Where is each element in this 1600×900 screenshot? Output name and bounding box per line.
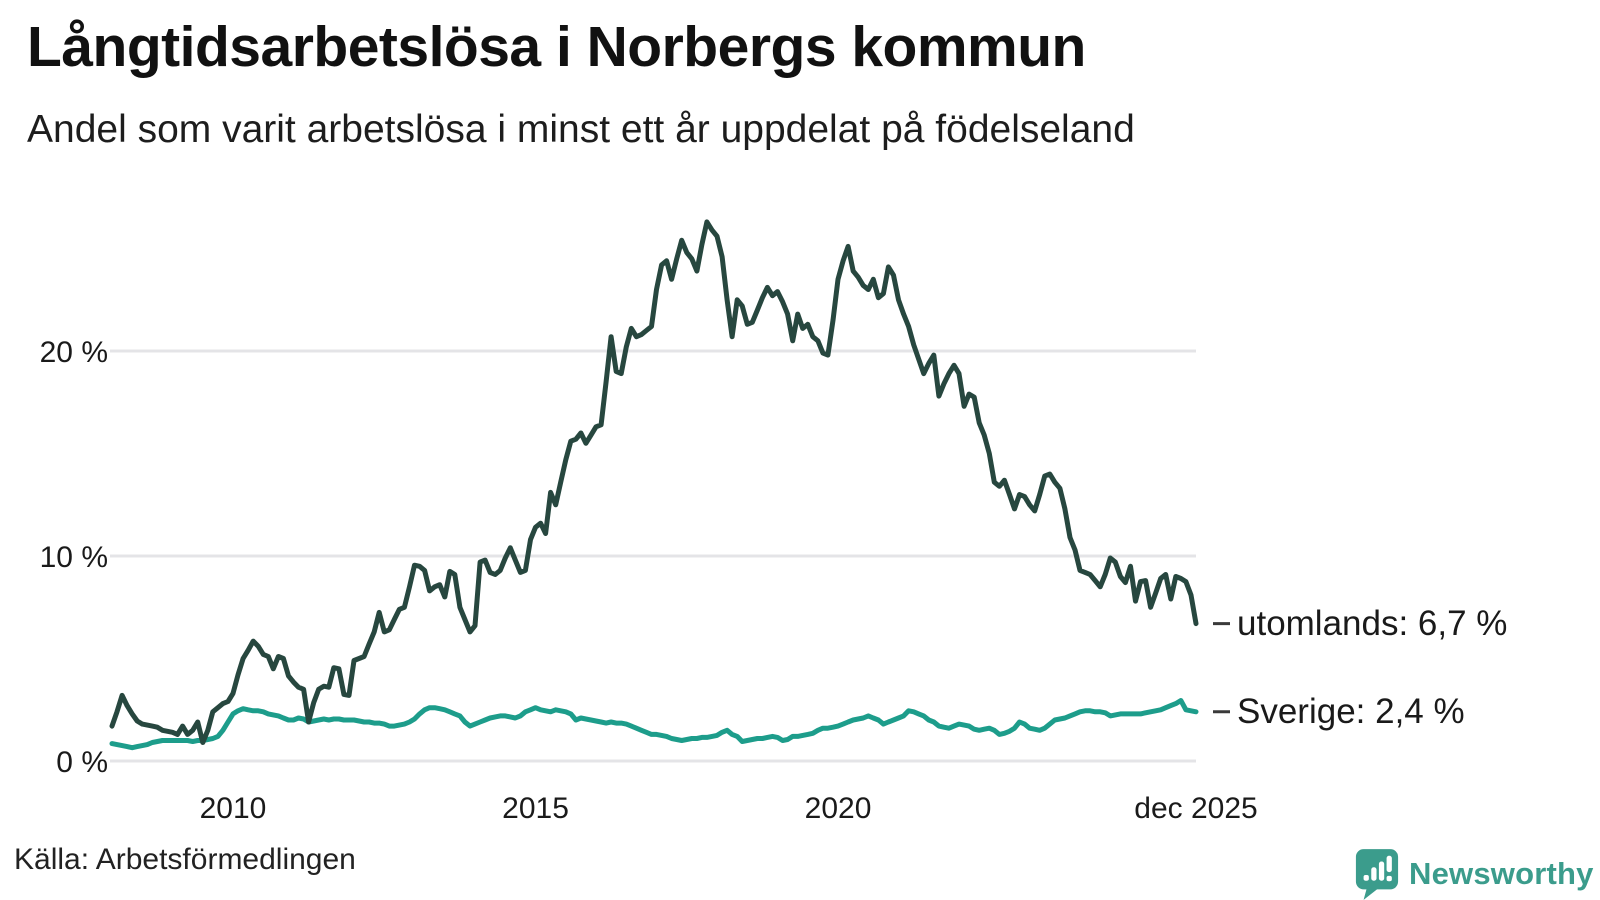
x-tick-label-2015: 2015 — [502, 792, 569, 825]
x-tick-label-2020: 2020 — [805, 792, 872, 825]
series-line-utomlands — [109, 219, 1199, 745]
newsworthy-logo: Newsworthy — [1354, 847, 1594, 900]
x-tick-label-2010: 2010 — [200, 792, 267, 825]
chart-subtitle: Andel som varit arbetslösa i minst ett å… — [27, 108, 1135, 151]
x-tick-label-dec-2025: dec 2025 — [1134, 792, 1257, 825]
newsworthy-bubble-chart-icon — [1355, 849, 1399, 900]
y-tick-label-20: 20 % — [40, 336, 108, 369]
y-tick-label-0: 0 % — [56, 746, 108, 779]
series-label-sverige: Sverige: 2,4 % — [1237, 691, 1465, 731]
source-note: Källa: Arbetsförmedlingen — [14, 843, 356, 876]
page-title: Långtidsarbetslösa i Norbergs kommun — [27, 15, 1086, 79]
brand-wordmark: Newsworthy — [1409, 856, 1594, 891]
y-tick-label-10: 10 % — [40, 541, 108, 574]
series-label-utomlands: utomlands: 6,7 % — [1237, 603, 1508, 643]
series-line-sverige — [109, 698, 1199, 751]
